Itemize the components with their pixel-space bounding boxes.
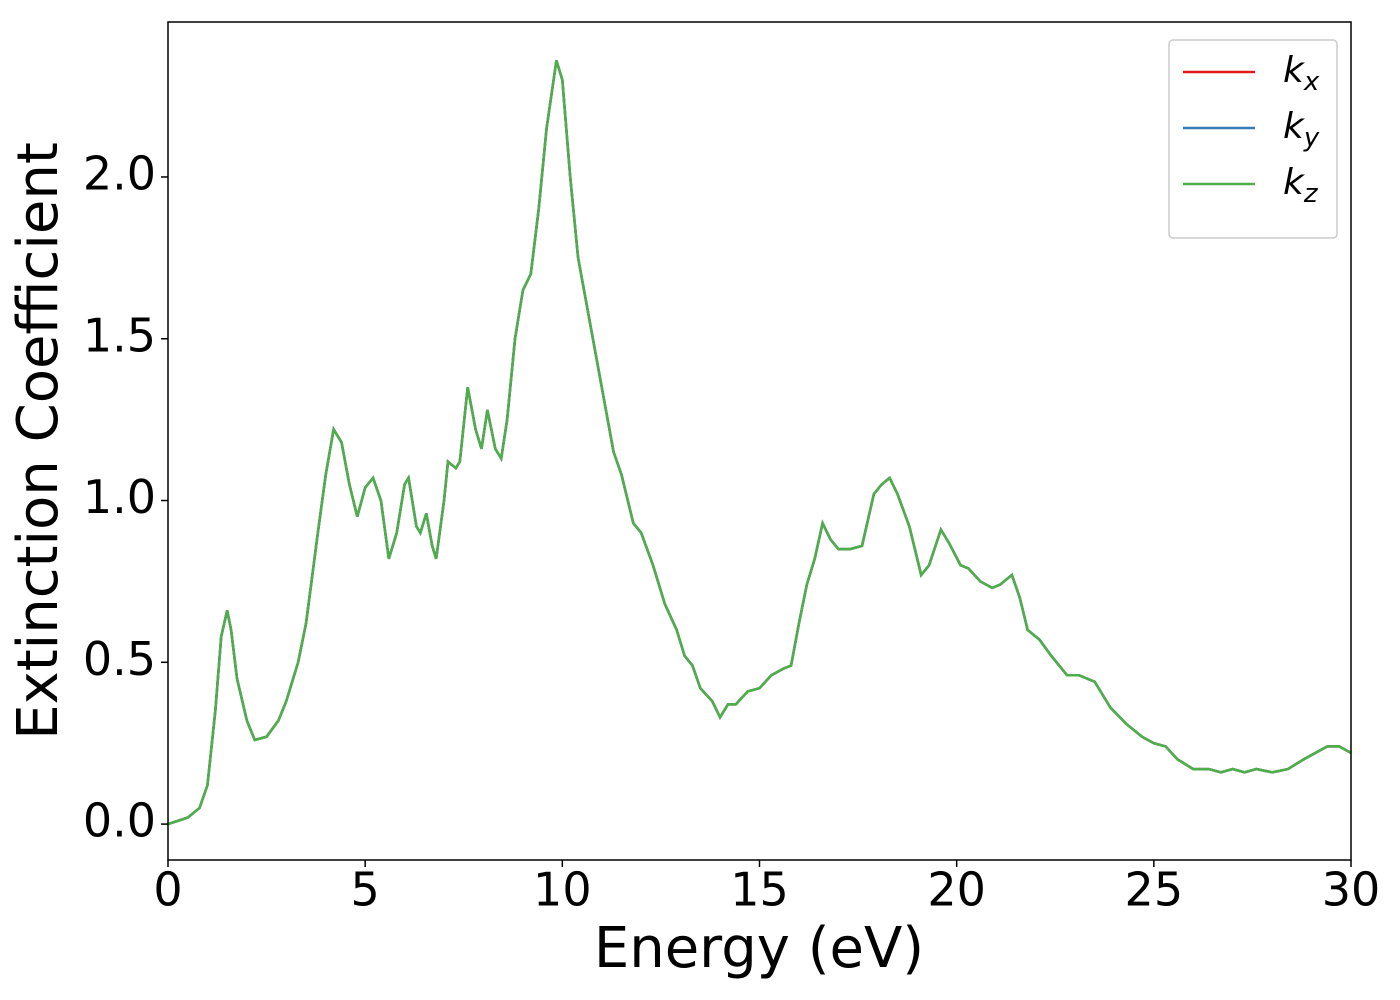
x-tick-label: 5: [351, 863, 380, 917]
y-tick-label: 2.0: [83, 146, 156, 200]
line: [167, 60, 1352, 826]
y-axis-label: Extinction Coefficient: [6, 142, 71, 740]
plot-frame: [167, 21, 1352, 861]
x-tick-label: 30: [1322, 863, 1381, 917]
x-tick-label: 15: [730, 863, 789, 917]
legend-label: ky: [1283, 106, 1320, 153]
legend-label: kz: [1283, 162, 1319, 209]
y-tick-label: 1.5: [83, 308, 156, 362]
x-tick-label: 10: [533, 863, 592, 917]
x-tick-label: 20: [927, 863, 986, 917]
x-axis-label: Energy (eV): [594, 916, 924, 981]
legend-label: kx: [1283, 50, 1320, 97]
legend-box: [1168, 39, 1338, 239]
x-tick-label: 25: [1125, 863, 1184, 917]
y-tick-label: 0.5: [83, 632, 156, 686]
x-tick-label: 0: [153, 863, 182, 917]
y-tick-label: 0.0: [83, 794, 156, 848]
y-tick-label: 1.0: [83, 470, 156, 524]
